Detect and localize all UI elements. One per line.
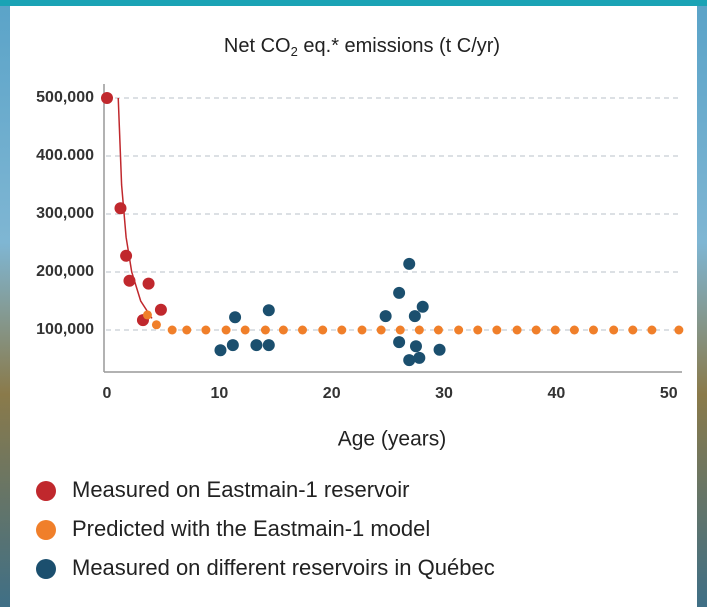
point — [261, 326, 270, 335]
point — [570, 326, 579, 335]
point — [318, 326, 327, 335]
point — [417, 301, 429, 313]
legend-label: Measured on different reservoirs in Québ… — [72, 555, 495, 580]
point — [377, 326, 386, 335]
point — [279, 326, 288, 335]
point — [409, 310, 421, 322]
y-tick-label: 400.000 — [36, 147, 94, 164]
point — [473, 326, 482, 335]
point — [628, 326, 637, 335]
point — [101, 92, 113, 104]
point — [182, 326, 191, 335]
point — [263, 304, 275, 316]
point — [410, 340, 422, 352]
x-axis-label: Age (years) — [338, 428, 447, 451]
point — [551, 326, 560, 335]
point — [214, 344, 226, 356]
point — [434, 344, 446, 356]
x-tick-label: 20 — [323, 385, 341, 402]
title-sub: 2 — [291, 44, 298, 59]
point — [609, 326, 618, 335]
chart: Net CO2 eq.* emissions (t C/yr) Age (yea… — [0, 0, 707, 607]
point — [123, 275, 135, 287]
page: {"chart_data": {"type": "scatter", "titl… — [0, 0, 707, 607]
point — [674, 326, 683, 335]
point — [152, 320, 161, 329]
point — [532, 326, 541, 335]
point — [415, 326, 424, 335]
y-tick-label: 200,000 — [36, 263, 94, 280]
legend-swatch — [36, 481, 56, 501]
point — [337, 326, 346, 335]
x-tick-label: 10 — [210, 385, 228, 402]
point — [413, 352, 425, 364]
point — [454, 326, 463, 335]
point — [393, 287, 405, 299]
point — [201, 326, 210, 335]
point — [114, 202, 126, 214]
point — [263, 339, 275, 351]
point — [380, 310, 392, 322]
point — [513, 326, 522, 335]
point — [396, 326, 405, 335]
point — [358, 326, 367, 335]
x-tick-label: 40 — [548, 385, 566, 402]
point — [298, 326, 307, 335]
point — [168, 326, 177, 335]
title-rest: eq.* emissions (t C/yr) — [298, 35, 500, 57]
point — [222, 326, 231, 335]
point — [393, 336, 405, 348]
y-tick-label: 300,000 — [36, 205, 94, 222]
chart-title: Net CO2 eq.* emissions (t C/yr) — [224, 35, 500, 59]
legend-swatch — [36, 559, 56, 579]
point — [241, 326, 250, 335]
y-tick-label: 500,000 — [36, 89, 94, 106]
x-tick-label: 50 — [660, 385, 678, 402]
title-main: Net CO — [224, 35, 291, 57]
legend-label: Measured on Eastmain-1 reservoir — [72, 477, 409, 502]
legend-label: Predicted with the Eastmain-1 model — [72, 516, 430, 541]
legend-swatch — [36, 520, 56, 540]
point — [120, 250, 132, 262]
point — [155, 304, 167, 316]
x-tick-label: 30 — [435, 385, 453, 402]
x-tick-label: 0 — [103, 385, 112, 402]
point — [492, 326, 501, 335]
point — [647, 326, 656, 335]
point — [589, 326, 598, 335]
point — [227, 339, 239, 351]
y-tick-label: 100,000 — [36, 321, 94, 338]
point — [403, 258, 415, 270]
point — [250, 339, 262, 351]
point — [403, 354, 415, 366]
point — [434, 326, 443, 335]
point — [143, 278, 155, 290]
point — [229, 311, 241, 323]
point — [143, 310, 152, 319]
